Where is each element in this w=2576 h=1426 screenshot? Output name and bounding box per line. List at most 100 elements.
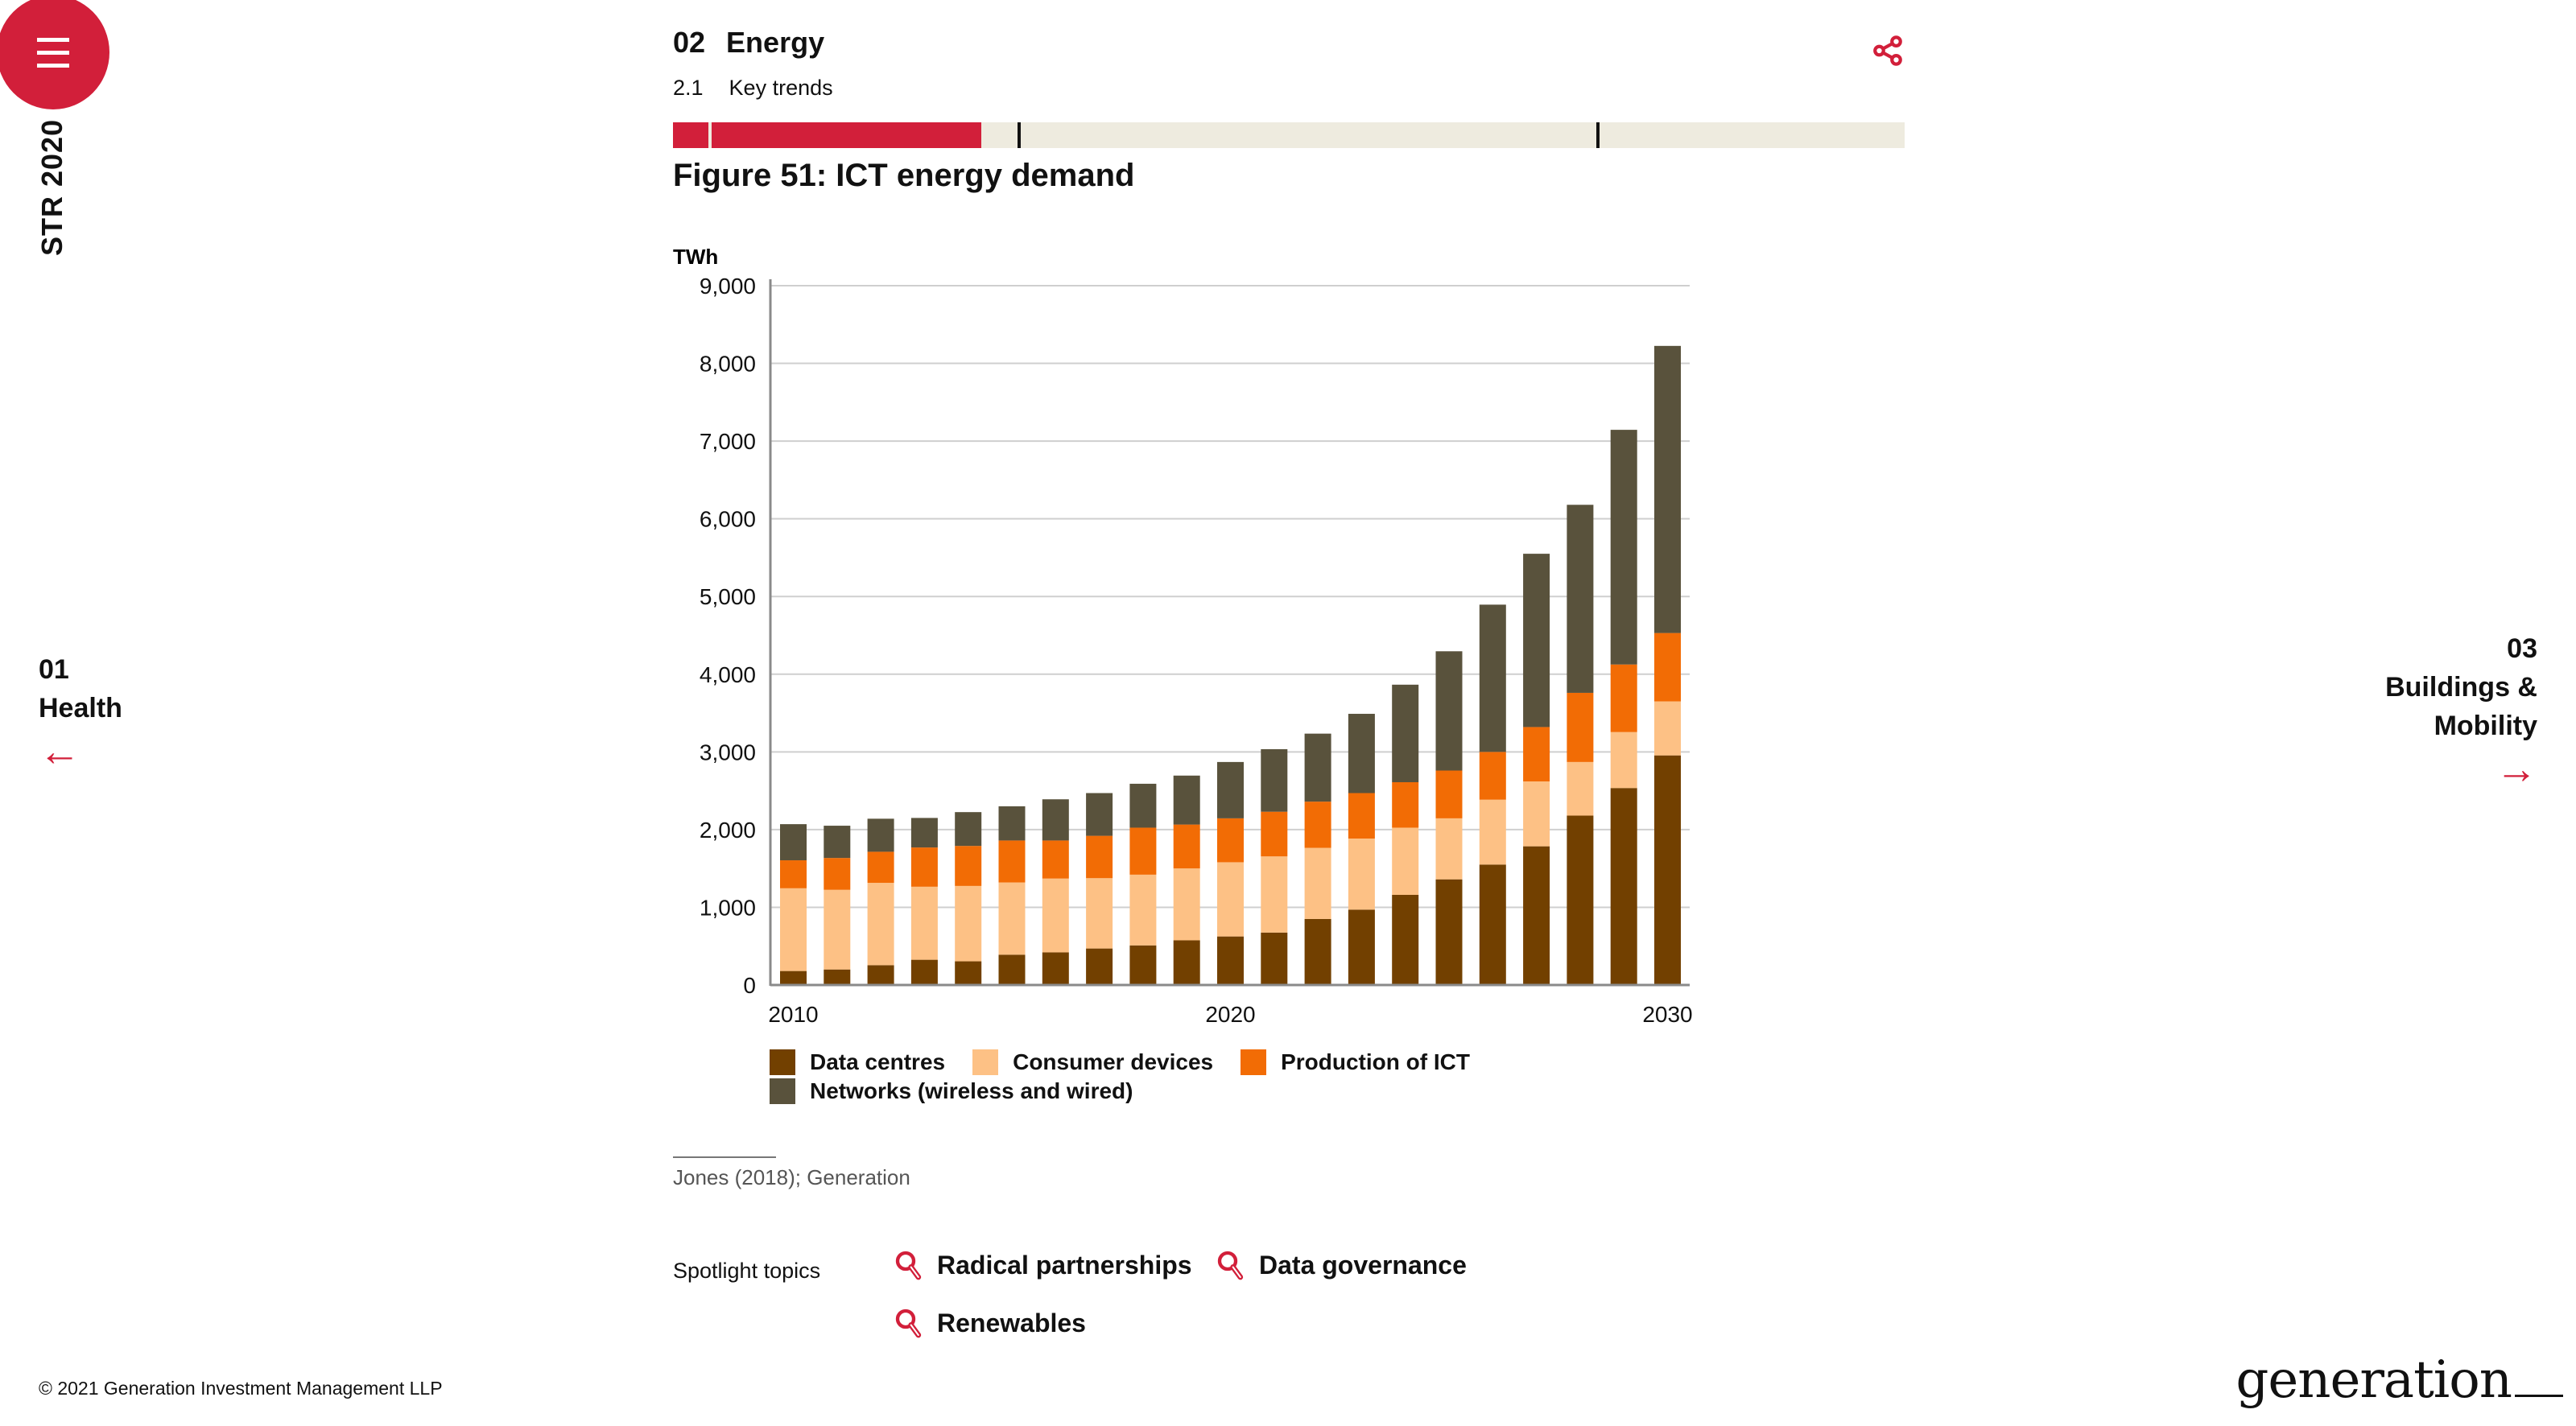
y-tick-label: 6,000 — [700, 507, 756, 532]
next-section-title-line1: Buildings & — [2385, 672, 2537, 703]
section-number: 02 — [673, 26, 706, 59]
figure-title: Figure 51: ICT energy demand — [673, 158, 1135, 193]
bar-segment-networks-wireless-and-wired — [1304, 733, 1331, 802]
legend-swatch — [1241, 1049, 1267, 1075]
bar-segment-consumer-devices — [1304, 847, 1331, 919]
bar-stack-2023 — [1348, 714, 1375, 985]
bar-stack-2019 — [1173, 775, 1200, 985]
y-tick-label: 0 — [743, 973, 756, 998]
legend-label: Networks (wireless and wired) — [810, 1078, 1133, 1103]
bar-stack-2020 — [1217, 761, 1244, 985]
bar-segment-production-of-ict — [1261, 811, 1288, 857]
generation-logo[interactable]: generation — [2235, 1350, 2563, 1410]
bar-segment-networks-wireless-and-wired — [1523, 554, 1550, 727]
bar-segment-consumer-devices — [1086, 878, 1113, 949]
stacked-bar-chart: TWh 0 1,000 2,000 3,000 4,000 5,000 6,000 7,000… — [673, 245, 1693, 1027]
reading-progress-bar[interactable] — [673, 122, 1905, 148]
arrow-left-icon[interactable]: ← — [39, 728, 80, 775]
bar-segment-networks-wireless-and-wired — [910, 818, 938, 848]
hamburger-icon — [37, 37, 69, 68]
bar-segment-consumer-devices — [910, 886, 938, 960]
prev-section-title: Health — [39, 693, 122, 723]
bar-segment-production-of-ict — [1435, 770, 1463, 818]
x-tick-label: 2010 — [768, 1002, 818, 1027]
legend-swatch — [770, 1078, 795, 1104]
bar-segment-production-of-ict — [1304, 802, 1331, 848]
bar-stack-2016 — [1042, 799, 1069, 985]
bar-segment-networks-wireless-and-wired — [1086, 793, 1113, 836]
bar-segment-data-centres — [1129, 945, 1157, 985]
bar-segment-production-of-ict — [1392, 781, 1419, 828]
nav-next-section[interactable]: 03 Buildings & Mobility → — [2385, 629, 2537, 793]
bar-segment-consumer-devices — [1523, 781, 1550, 847]
bar-segment-consumer-devices — [998, 882, 1026, 955]
spotlight-link-radical-partnerships[interactable]: Radical partnerships — [894, 1249, 1192, 1281]
y-tick-label: 9,000 — [700, 274, 756, 299]
share-icon[interactable] — [1871, 34, 1905, 68]
bar-stack-2022 — [1304, 733, 1331, 985]
bar-segment-consumer-devices — [1610, 732, 1637, 789]
bar-segment-data-centres — [780, 971, 807, 985]
bar-stack-2028 — [1567, 505, 1594, 985]
bar-segment-networks-wireless-and-wired — [1261, 748, 1288, 812]
bar-stack-2025 — [1435, 651, 1463, 985]
spotlight-link-data-governance[interactable]: Data governance — [1216, 1249, 1467, 1281]
bar-stack-2010 — [780, 824, 807, 985]
bar-segment-networks-wireless-and-wired — [955, 812, 982, 847]
nav-previous-section[interactable]: 01 Health ← — [39, 650, 122, 776]
bar-segment-data-centres — [1523, 846, 1550, 985]
subsection-heading: 2.1 Key trends — [673, 76, 1905, 101]
bar-segment-consumer-devices — [867, 883, 894, 966]
bar-segment-consumer-devices — [1567, 761, 1594, 816]
bar-segment-data-centres — [1610, 788, 1637, 985]
bar-segment-networks-wireless-and-wired — [1392, 684, 1419, 782]
bar-segment-production-of-ict — [1086, 835, 1113, 879]
bar-segment-data-centres — [1567, 815, 1594, 985]
bar-segment-data-centres — [1173, 940, 1200, 985]
bar-segment-networks-wireless-and-wired — [1567, 505, 1594, 693]
legend-item-consumer-devices: Consumer devices — [972, 1049, 1213, 1075]
bar-stack-2027 — [1523, 554, 1550, 985]
bar-segment-production-of-ict — [910, 847, 938, 887]
next-section-number: 03 — [2507, 633, 2537, 664]
x-tick-label: 2020 — [1205, 1002, 1255, 1027]
bar-stack-2011 — [824, 826, 851, 985]
arrow-right-icon[interactable]: → — [2496, 746, 2537, 793]
figure-source: Jones (2018); Generation — [673, 1165, 910, 1189]
y-axis-label: TWh — [673, 245, 718, 269]
source-divider — [673, 1156, 776, 1158]
bar-stack-2021 — [1261, 748, 1288, 985]
bar-segment-production-of-ict — [1654, 633, 1681, 702]
bar-segment-consumer-devices — [1435, 818, 1463, 880]
spotlight-topic: Data governance — [1259, 1250, 1467, 1280]
bar-segment-networks-wireless-and-wired — [824, 826, 851, 859]
bar-segment-production-of-ict — [867, 851, 894, 884]
copyright-notice: © 2021 Generation Investment Management … — [39, 1378, 443, 1399]
bar-segment-data-centres — [910, 959, 938, 985]
progress-fill — [712, 122, 981, 148]
search-icon — [895, 1309, 922, 1338]
legend-item-data-centres: Data centres — [770, 1049, 945, 1075]
bar-segment-consumer-devices — [1392, 827, 1419, 895]
bar-segment-consumer-devices — [1654, 701, 1681, 756]
bar-segment-production-of-ict — [824, 858, 851, 890]
bar-segment-production-of-ict — [1217, 818, 1244, 863]
menu-button[interactable] — [0, 0, 109, 109]
bar-segment-data-centres — [1654, 755, 1681, 985]
bar-stack-2013 — [910, 818, 938, 985]
bar-segment-networks-wireless-and-wired — [1348, 714, 1375, 793]
y-tick-label: 7,000 — [700, 429, 756, 454]
bar-segment-consumer-devices — [780, 888, 807, 971]
bar-stack-2024 — [1392, 684, 1419, 985]
bar-segment-networks-wireless-and-wired — [1217, 761, 1244, 818]
bar-segment-networks-wireless-and-wired — [1610, 430, 1637, 665]
bar-segment-consumer-devices — [1217, 862, 1244, 937]
spotlight-topic: Renewables — [937, 1308, 1086, 1337]
bar-segment-production-of-ict — [1042, 840, 1069, 879]
legend-item-production-ict: Production of ICT — [1241, 1049, 1470, 1075]
bar-segment-data-centres — [1304, 918, 1331, 985]
bar-segment-production-of-ict — [1479, 752, 1506, 800]
spotlight-link-renewables[interactable]: Renewables — [894, 1307, 1086, 1339]
bar-segment-networks-wireless-and-wired — [998, 806, 1026, 841]
bar-segment-production-of-ict — [1173, 824, 1200, 869]
